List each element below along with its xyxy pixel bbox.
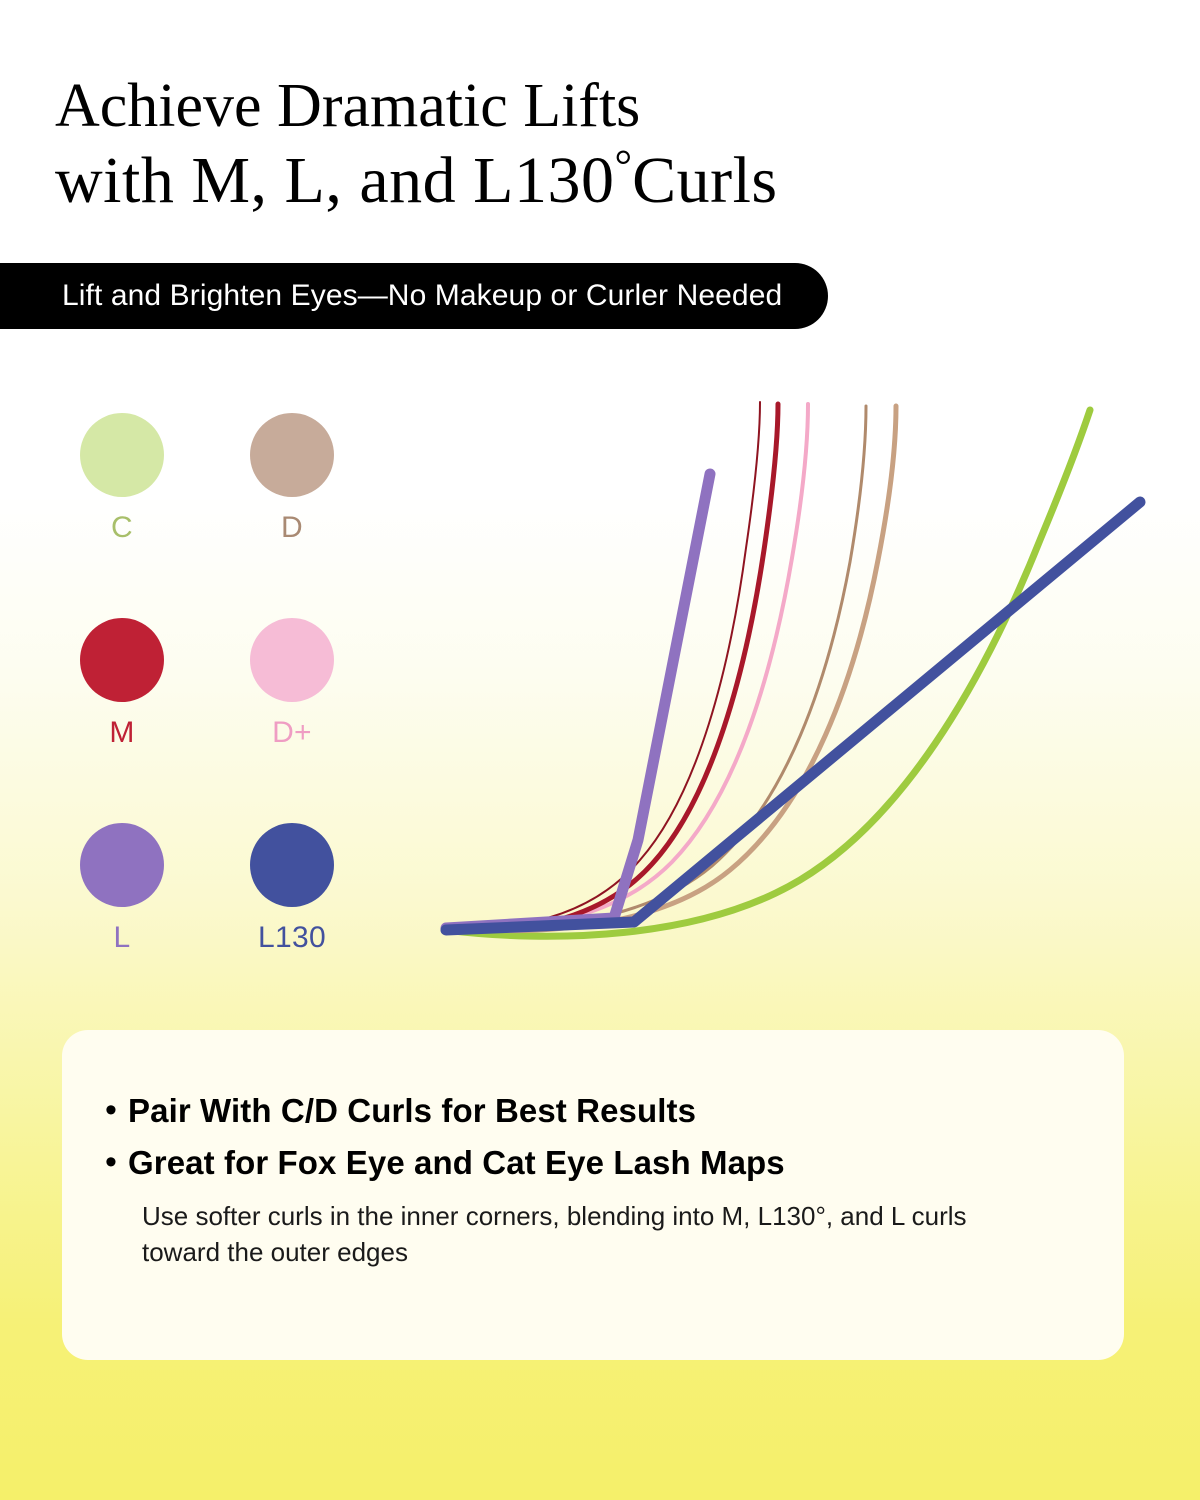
- legend-item-m[interactable]: M: [80, 618, 250, 823]
- swatch-l: [80, 823, 164, 907]
- legend-item-l130[interactable]: L130: [250, 823, 420, 1028]
- legend-row: L L130: [80, 823, 420, 1028]
- degree-symbol: °: [614, 141, 633, 191]
- notes-card: • Pair With C/D Curls for Best Results •…: [62, 1030, 1124, 1360]
- curl-curves-svg: [440, 401, 1146, 940]
- swatch-dplus: [250, 618, 334, 702]
- swatch-label-m: M: [109, 716, 135, 749]
- legend-row: C D: [80, 413, 420, 618]
- notes-list: • Pair With C/D Curls for Best Results •…: [94, 1092, 1074, 1270]
- legend-item-c[interactable]: C: [80, 413, 250, 618]
- swatch-d: [250, 413, 334, 497]
- list-item: • Great for Fox Eye and Cat Eye Lash Map…: [94, 1144, 1074, 1182]
- swatch-m: [80, 618, 164, 702]
- title-line-2: with M, L, and L130°Curls: [55, 141, 1175, 218]
- bullet-text-1: Pair With C/D Curls for Best Results: [128, 1092, 697, 1129]
- curl-legend: C D M D+ L L130: [80, 413, 420, 1028]
- subtitle-banner: Lift and Brighten Eyes—No Makeup or Curl…: [0, 263, 829, 329]
- swatch-c: [80, 413, 164, 497]
- bullet-marker-icon: •: [105, 1091, 117, 1129]
- page-title: Achieve Dramatic Lifts with M, L, and L1…: [55, 72, 1175, 218]
- curve-M2-path: [448, 401, 761, 929]
- lash-curl-comparison-diagram: [400, 400, 1190, 970]
- bullet-marker-icon: •: [105, 1143, 117, 1181]
- title-line-2-text: with M, L, and L130: [55, 144, 615, 218]
- curve-L-path: [440, 468, 716, 934]
- notes-subtext: Use softer curls in the inner corners, b…: [142, 1201, 967, 1267]
- swatch-label-dplus: D+: [272, 716, 312, 749]
- legend-item-l[interactable]: L: [80, 823, 250, 1028]
- swatch-label-l: L: [113, 921, 131, 954]
- subtitle-text: Lift and Brighten Eyes—No Makeup or Curl…: [62, 279, 783, 312]
- curve-C-path: [441, 406, 1094, 940]
- swatch-label-l130: L130: [258, 921, 326, 954]
- swatch-label-d: D: [281, 511, 303, 544]
- bullet-text-2: Great for Fox Eye and Cat Eye Lash Maps: [128, 1144, 785, 1181]
- legend-row: M D+: [80, 618, 420, 823]
- legend-item-dplus[interactable]: D+: [250, 618, 420, 823]
- title-line-2-suffix: Curls: [632, 144, 778, 218]
- swatch-l130: [250, 823, 334, 907]
- list-item: • Pair With C/D Curls for Best Results: [94, 1092, 1074, 1130]
- curve-L130-path: [440, 496, 1146, 936]
- swatch-label-c: C: [111, 511, 133, 544]
- legend-item-d[interactable]: D: [250, 413, 420, 618]
- title-line-1: Achieve Dramatic Lifts: [55, 72, 641, 140]
